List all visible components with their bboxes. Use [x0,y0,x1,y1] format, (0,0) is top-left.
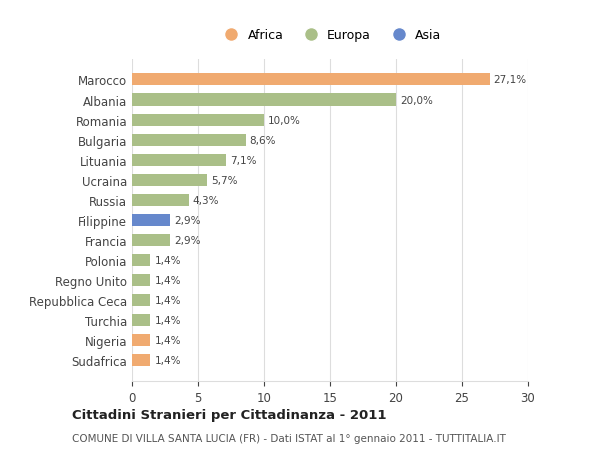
Text: 4,3%: 4,3% [193,196,219,205]
Bar [132,314,151,326]
Text: 5,7%: 5,7% [211,175,238,185]
Bar [132,74,490,86]
Text: 7,1%: 7,1% [230,155,256,165]
Bar [132,254,151,266]
Text: 20,0%: 20,0% [400,95,433,105]
Text: Cittadini Stranieri per Cittadinanza - 2011: Cittadini Stranieri per Cittadinanza - 2… [72,408,386,421]
Bar [132,134,245,146]
Text: 1,4%: 1,4% [154,355,181,365]
Text: 2,9%: 2,9% [174,235,201,245]
Bar [132,94,396,106]
Bar [132,174,207,186]
Bar [132,274,151,286]
Bar [132,114,264,126]
Bar [132,194,189,206]
Bar [132,154,226,166]
Bar [132,235,170,246]
Text: 2,9%: 2,9% [174,215,201,225]
Text: 1,4%: 1,4% [154,336,181,345]
Text: 1,4%: 1,4% [154,255,181,265]
Bar [132,214,170,226]
Bar [132,354,151,366]
Text: 1,4%: 1,4% [154,295,181,305]
Bar [132,294,151,306]
Legend: Africa, Europa, Asia: Africa, Europa, Asia [214,24,446,47]
Text: COMUNE DI VILLA SANTA LUCIA (FR) - Dati ISTAT al 1° gennaio 2011 - TUTTITALIA.IT: COMUNE DI VILLA SANTA LUCIA (FR) - Dati … [72,433,506,442]
Text: 27,1%: 27,1% [494,75,527,85]
Text: 1,4%: 1,4% [154,275,181,285]
Text: 1,4%: 1,4% [154,315,181,325]
Text: 10,0%: 10,0% [268,115,301,125]
Text: 8,6%: 8,6% [250,135,276,146]
Bar [132,334,151,347]
